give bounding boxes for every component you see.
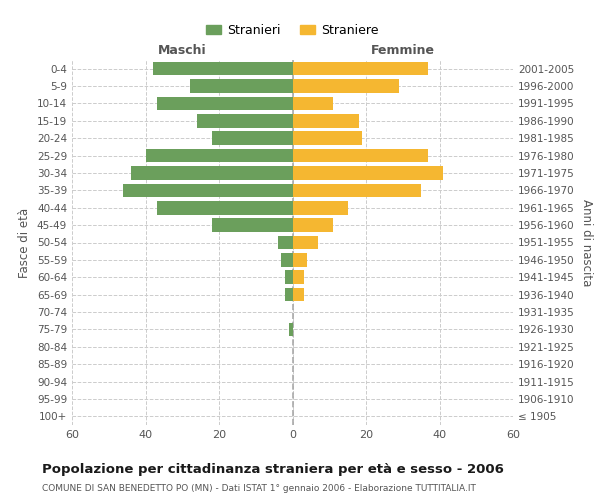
Bar [293,114,359,128]
Bar [157,201,293,214]
Bar [124,184,293,197]
Bar [293,184,421,197]
Bar [293,288,304,302]
Bar [146,149,293,162]
Bar [212,132,293,145]
Bar [293,236,318,250]
Text: Popolazione per cittadinanza straniera per età e sesso - 2006: Popolazione per cittadinanza straniera p… [42,462,504,475]
Bar [293,253,307,266]
Bar [293,132,362,145]
Bar [293,218,333,232]
Bar [293,62,428,76]
Bar [131,166,293,180]
Y-axis label: Fasce di età: Fasce di età [19,208,31,278]
Legend: Stranieri, Straniere: Stranieri, Straniere [202,19,383,42]
Bar [293,201,347,214]
Text: COMUNE DI SAN BENEDETTO PO (MN) - Dati ISTAT 1° gennaio 2006 - Elaborazione TUTT: COMUNE DI SAN BENEDETTO PO (MN) - Dati I… [42,484,476,493]
Y-axis label: Anni di nascita: Anni di nascita [580,199,593,286]
Text: Maschi: Maschi [158,44,206,57]
Bar [281,253,293,266]
Bar [197,114,293,128]
Bar [278,236,293,250]
Bar [293,96,333,110]
Bar [289,322,293,336]
Bar [293,80,399,93]
Bar [212,218,293,232]
Text: Femmine: Femmine [371,44,435,57]
Bar [293,149,428,162]
Bar [153,62,293,76]
Bar [293,270,304,284]
Bar [293,166,443,180]
Bar [157,96,293,110]
Bar [190,80,293,93]
Bar [285,270,293,284]
Bar [285,288,293,302]
